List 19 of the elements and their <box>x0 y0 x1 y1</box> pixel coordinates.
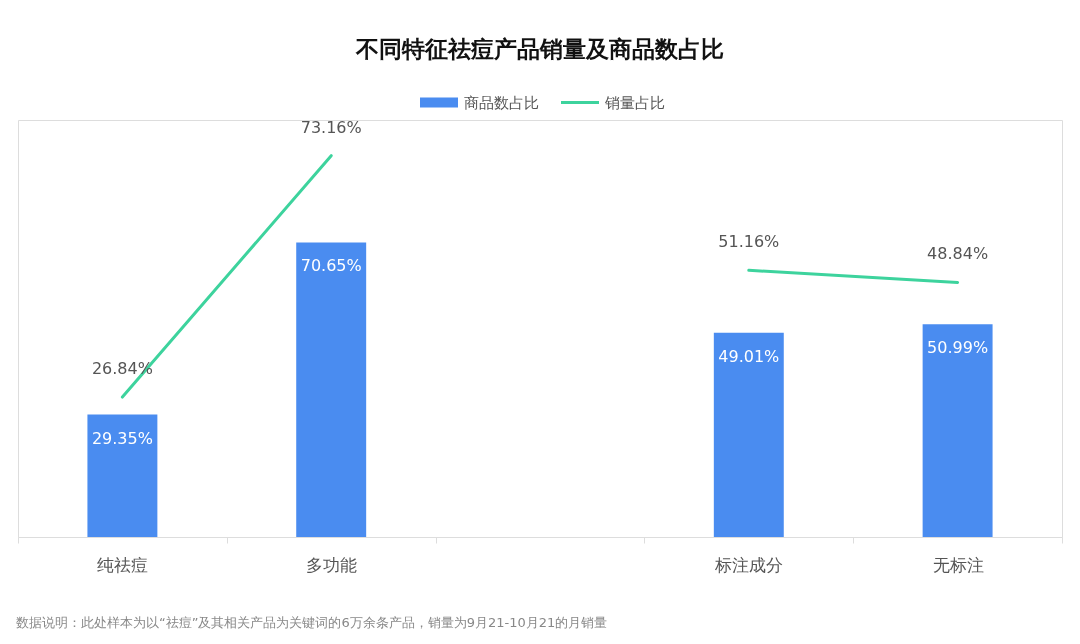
bar <box>296 242 367 537</box>
x-tick-label: 纯祛痘 <box>97 554 149 575</box>
x-tick-label: 标注成分 <box>714 554 784 575</box>
chart-title: 不同特征祛痘产品销量及商品数占比 <box>355 36 724 62</box>
legend-label: 商品数占比 <box>463 93 539 112</box>
data-label: 70.65% <box>300 256 362 276</box>
text: 数据说明：此处样本为以“祛痘”及其相关产品为关键词的6万余条产品，销量为9月21-10月21的月销量 <box>16 615 608 630</box>
bar <box>713 332 784 537</box>
data-label: 48.84% <box>927 244 989 264</box>
data-label: 51.16% <box>718 232 780 252</box>
x-tick-label: 无标注 <box>932 554 984 575</box>
bar <box>922 324 993 537</box>
data-label: 49.01% <box>718 346 780 366</box>
legend-label: 销量占比 <box>603 93 665 112</box>
x-tick-label: 多功能 <box>306 554 358 575</box>
data-label: 73.16% <box>300 117 362 137</box>
bar <box>87 414 158 537</box>
data-label: 50.99% <box>927 338 989 358</box>
data-label: 29.35% <box>91 428 153 448</box>
